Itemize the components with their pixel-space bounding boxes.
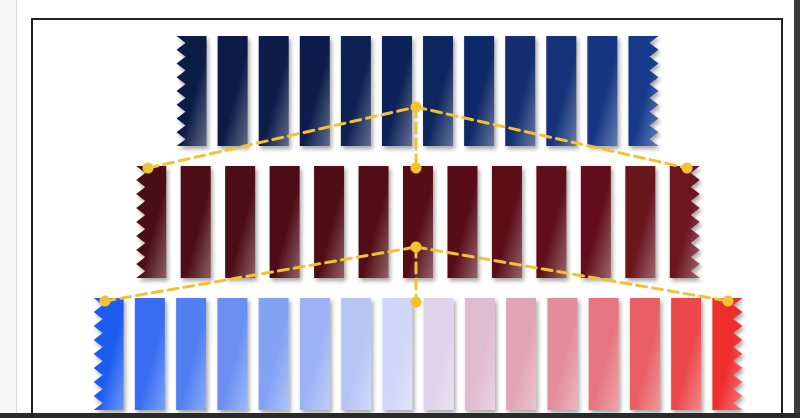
row-navy-bar-shine [381,36,412,146]
row-gradient-bar-shine [93,298,124,410]
row-gradient-bar-shine [299,298,330,410]
row-gradient-bar-shine [341,298,372,410]
row-maroon-bar-shine [358,166,389,278]
row-navy-bar-shine [546,36,577,146]
connector-lower-left [103,245,418,303]
diagram-frame [31,18,783,418]
connector-node [681,162,693,174]
connector-upper-right [414,105,689,170]
row-maroon-bar-shine [136,166,167,278]
row-gradient-bar-shine [258,298,289,410]
row-maroon-bar-shine [669,166,700,278]
connector-lines [99,101,734,308]
connector-node [410,101,422,113]
row-maroon-bar-shine [180,166,211,278]
row-gradient-bar-shine [671,298,702,410]
row-navy [176,36,659,146]
row-gradient-bar-shine [464,298,495,410]
row-navy-bar-shine [176,36,207,146]
connector-node [99,295,111,307]
row-navy-bar-shine [464,36,495,146]
row-maroon [136,166,700,278]
row-gradient [93,298,743,410]
row-maroon-bar-shine [403,166,433,278]
row-gradient-bar-shine [134,298,165,410]
row-navy-bar-shine [258,36,289,146]
row-gradient-bar-shine [423,298,454,410]
connector-upper-left [146,105,418,170]
row-navy-bar-shine [217,36,248,146]
row-gradient-bar-shine [588,298,619,410]
row-maroon-bar-shine [314,166,345,278]
row-navy-bar-shine [423,36,454,146]
row-gradient-bar-shine [506,298,537,410]
row-maroon-bar-shine [269,166,300,278]
row-gradient-bar-shine [629,298,660,410]
row-maroon-bar-shine [536,166,567,278]
row-maroon-bar-shine [447,166,478,278]
connector-node [410,296,422,308]
row-navy-bar-shine [628,36,659,146]
row-navy-bar-shine [340,36,371,146]
row-gradient-bar-shine [217,298,248,410]
right-panel-strip [794,0,800,413]
connector-node [142,162,154,174]
row-gradient-bar-shine [176,298,207,410]
row-gradient-bar-shine [547,298,578,410]
row-maroon-bar-shine [580,166,611,278]
row-navy-bar-shine [587,36,618,146]
connector-node [722,295,734,307]
row-gradient-bar-shine [712,298,743,410]
row-maroon-bar-shine [491,166,522,278]
connector-lower-right [414,245,730,303]
row-gradient-bar-shine [382,298,413,410]
connector-node [410,162,422,174]
row-maroon-bar-shine [625,166,656,278]
row-maroon-bar-shine [225,166,256,278]
connector-node [410,241,422,253]
left-panel-strip [0,0,17,413]
